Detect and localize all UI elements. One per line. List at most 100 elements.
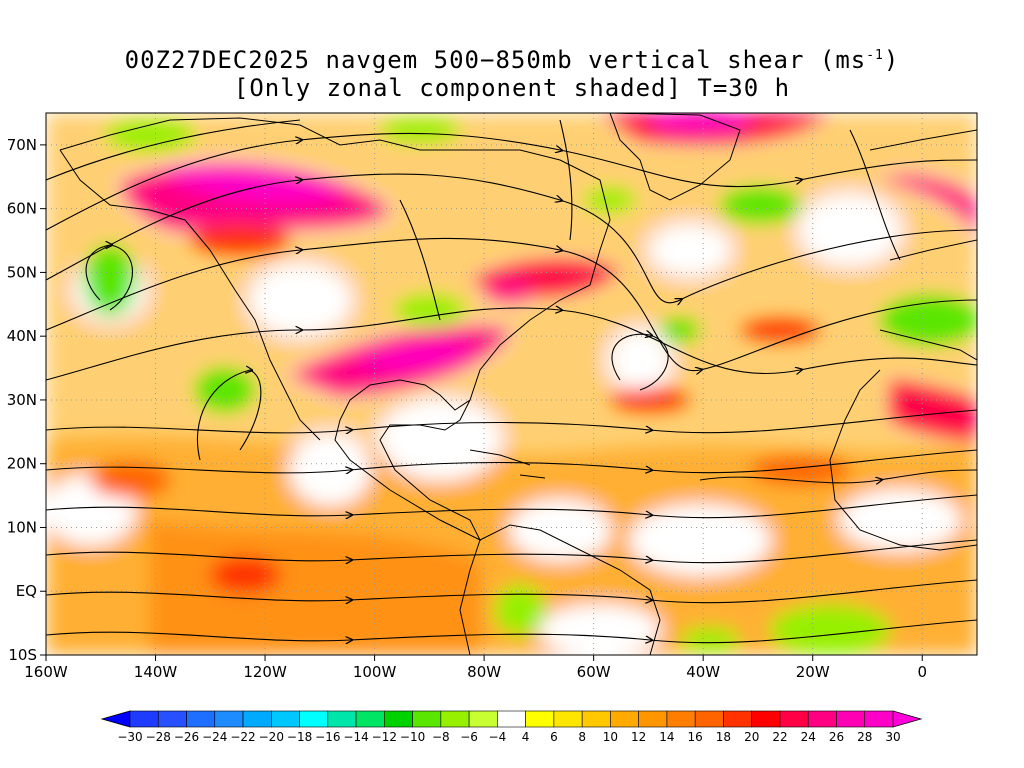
colorbar-swatch [497, 710, 526, 728]
streamline [699, 469, 977, 483]
colorbar-swatch [242, 710, 272, 728]
colorbar-label: 24 [801, 730, 816, 744]
colorbar-label: −10 [400, 730, 425, 744]
streamline [46, 579, 977, 603]
lat-tick-label: EQ [16, 582, 37, 600]
streamlines [46, 119, 977, 643]
coast-pacific-na [59, 149, 321, 441]
colorbar-label: −26 [174, 730, 199, 744]
lat-tick-label: 30N [7, 391, 37, 409]
lat-tick-label: 50N [7, 263, 37, 281]
colorbar-label: 16 [688, 730, 703, 744]
colorbar-swatch [666, 710, 696, 728]
colorbar-label: 8 [578, 730, 586, 744]
colorbar-swatch [779, 710, 809, 728]
lat-tick-label: 40N [7, 327, 37, 345]
colorbar-over-arrow [892, 710, 923, 728]
chart-subtitle: [Only zonal component shaded] T=30 h [233, 74, 791, 102]
colorbar-label: 4 [522, 730, 530, 744]
colorbar-label: 30 [885, 730, 900, 744]
colorbar-label: 20 [744, 730, 759, 744]
colorbar: −30 −28 −26 −24 −22 −20 −18 −16 −14 −12 −10 −8 −6 −4 4… [100, 710, 923, 744]
colorbar-label: −22 [230, 730, 255, 744]
lon-tick-label: 80W [467, 663, 501, 681]
colorbar-label: −6 [460, 730, 478, 744]
colorbar-label: −14 [343, 730, 368, 744]
colorbar-label: −8 [432, 730, 450, 744]
plot-area [46, 113, 977, 655]
coast-africa [829, 369, 977, 551]
lat-tick-label: 20N [7, 455, 37, 473]
plot-frame [45, 112, 978, 656]
streamline [611, 334, 669, 391]
title-suffix: ) [883, 46, 900, 74]
streamline [46, 449, 977, 473]
colorbar-swatch [186, 710, 216, 728]
lon-tick-label: 140W [134, 663, 178, 681]
colorbar-swatch [468, 710, 498, 728]
colorbar-swatch [384, 710, 413, 728]
colorbar-swatch [751, 710, 781, 728]
colorbar-label: 26 [829, 730, 844, 744]
colorbar-swatch [214, 710, 244, 728]
shear-shading [46, 113, 977, 655]
colorbar-swatch [807, 710, 837, 728]
colorbar-label: −18 [287, 730, 312, 744]
colorbar-swatch [864, 710, 894, 728]
streamline [399, 199, 441, 321]
colorbar-swatch [440, 710, 470, 728]
colorbar-swatch [553, 710, 583, 728]
colorbar-swatch [129, 710, 159, 728]
colorbar-swatch [836, 710, 866, 728]
lon-tick-label: 60W [577, 663, 611, 681]
streamline [559, 119, 573, 241]
latitude-axis: 70N 60N 50N 40N 30N 20N 10N EQ 10S [7, 136, 46, 664]
streamline [849, 129, 901, 261]
colorbar-swatch [638, 710, 668, 728]
lon-tick-label: 20W [796, 663, 830, 681]
colorbar-label: 10 [603, 730, 618, 744]
lat-tick-label: 10S [8, 646, 37, 664]
colorbar-under-arrow [100, 710, 131, 728]
colorbar-label: −28 [146, 730, 171, 744]
streamline [85, 245, 133, 311]
lat-tick-label: 60N [7, 200, 37, 218]
title-prefix: 00Z27DEC2025 navgem 500−850mb vertical s… [124, 46, 867, 74]
lat-tick-label: 10N [7, 518, 37, 536]
longitude-axis: 160W 140W 120W 100W 80W 60W 40W 20W 0 [24, 655, 927, 681]
coast-caribbean [469, 449, 546, 479]
colorbar-label: −24 [202, 730, 227, 744]
colorbar-label: −16 [315, 730, 340, 744]
colorbar-swatch [694, 710, 724, 728]
colorbar-label: 28 [857, 730, 872, 744]
streamline [46, 494, 977, 518]
colorbar-swatch [157, 710, 187, 728]
colorbar-label: −4 [489, 730, 507, 744]
colorbar-label: 22 [772, 730, 787, 744]
coast-europe [869, 129, 977, 361]
colorbar-label: −12 [372, 730, 397, 744]
lon-tick-label: 0 [917, 663, 927, 681]
lat-tick-label: 70N [7, 136, 37, 154]
colorbar-label: 6 [550, 730, 558, 744]
streamline [46, 132, 977, 231]
chart-title: 00Z27DEC2025 navgem 500−850mb vertical s… [0, 46, 1024, 74]
streamline [196, 370, 262, 461]
colorbar-swatch [610, 710, 639, 728]
lon-tick-label: 120W [243, 663, 287, 681]
colorbar-swatch [412, 710, 442, 728]
lon-tick-label: 160W [24, 663, 68, 681]
colorbar-swatch [327, 710, 357, 728]
colorbar-label: 18 [716, 730, 731, 744]
colorbar-swatch [525, 710, 555, 728]
title-unit-exponent: -1 [866, 48, 884, 63]
streamline [46, 619, 977, 643]
colorbar-label: −30 [117, 730, 142, 744]
colorbar-swatch [299, 710, 329, 728]
colorbar-label: 12 [631, 730, 646, 744]
streamline [46, 409, 977, 433]
lon-tick-label: 40W [686, 663, 720, 681]
streamline [46, 119, 301, 181]
streamline [46, 539, 977, 563]
